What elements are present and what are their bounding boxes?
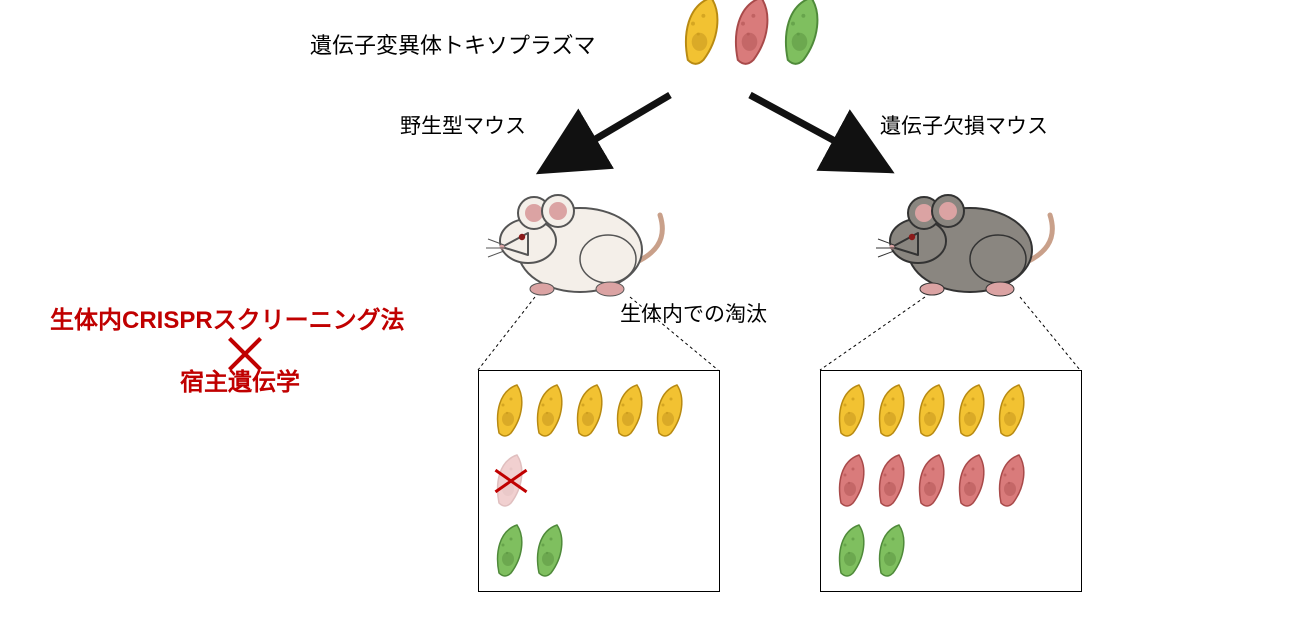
toxoplasma-red-icon bbox=[835, 453, 869, 514]
toxoplasma-yellow-icon bbox=[653, 383, 687, 444]
toxoplasma-yellow-icon bbox=[955, 383, 989, 444]
toxoplasma-green-icon bbox=[835, 523, 869, 584]
crispr-method-label: 生体内CRISPRスクリーニング法 bbox=[50, 300, 405, 335]
toxoplasma-yellow-icon bbox=[915, 383, 949, 444]
toxoplasma-red-icon bbox=[995, 453, 1029, 514]
toxoplasma-red-icon bbox=[875, 453, 909, 514]
toxoplasma-red-icon bbox=[955, 453, 989, 514]
toxoplasma-yellow-icon bbox=[493, 383, 527, 444]
toxo-row bbox=[835, 453, 1029, 514]
wildtype-result-box bbox=[478, 370, 720, 592]
toxoplasma-green-icon bbox=[780, 0, 824, 73]
wildtype-mouse-label: 野生型マウス bbox=[400, 110, 526, 140]
toxo-row bbox=[493, 383, 687, 444]
toxoplasma-yellow-icon bbox=[613, 383, 647, 444]
toxoplasma-green-icon bbox=[493, 523, 527, 584]
toxoplasma-yellow-icon bbox=[573, 383, 607, 444]
toxo-row bbox=[835, 383, 1029, 444]
toxoplasma-red-icon bbox=[915, 453, 949, 514]
knockout-mouse-icon bbox=[870, 155, 1070, 310]
toxoplasma-yellow-icon bbox=[995, 383, 1029, 444]
knockout-result-box bbox=[820, 370, 1082, 592]
toxoplasma-green-icon bbox=[875, 523, 909, 584]
toxoplasma-yellow-icon bbox=[875, 383, 909, 444]
toxoplasma-yellow-icon bbox=[533, 383, 567, 444]
eliminated-cross-icon bbox=[491, 461, 531, 501]
toxoplasma-variants bbox=[680, 0, 825, 73]
toxo-row bbox=[493, 523, 567, 584]
toxoplasma-yellow-icon bbox=[835, 383, 869, 444]
knockout-mouse-label: 遺伝子欠損マウス bbox=[880, 110, 1048, 140]
wildtype-mouse-icon bbox=[480, 155, 680, 310]
toxo-row bbox=[835, 523, 909, 584]
toxoplasma-green-icon bbox=[533, 523, 567, 584]
toxoplasma-yellow-icon bbox=[680, 0, 724, 73]
cross-icon bbox=[225, 334, 265, 374]
diagram-root: { "canvas":{"w":1300,"h":628,"bg":"#ffff… bbox=[0, 0, 1300, 628]
toxoplasma-title: 遺伝子変異体トキソプラズマ bbox=[310, 28, 596, 60]
toxoplasma-red-icon bbox=[730, 0, 774, 73]
